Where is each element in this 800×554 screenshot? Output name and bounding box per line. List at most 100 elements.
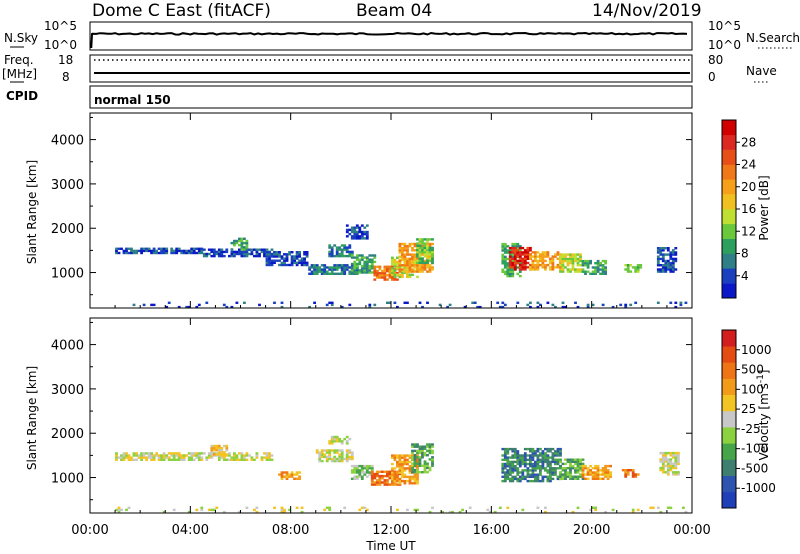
power-cell <box>240 254 244 258</box>
power-cell <box>290 261 294 264</box>
power-cell <box>576 257 580 261</box>
power-cell <box>348 272 352 275</box>
velocity-cell <box>167 458 171 461</box>
velocity-cell <box>534 454 537 457</box>
velocity-cell <box>228 454 231 457</box>
nave-label: Nave <box>746 64 777 78</box>
power-cell <box>671 259 675 263</box>
velocity-cell <box>335 435 339 439</box>
power-cell <box>556 266 560 269</box>
power-cell <box>401 255 404 258</box>
power-cell <box>398 259 402 263</box>
power-cell <box>661 259 665 263</box>
power-cell <box>579 268 582 271</box>
power-cell <box>428 246 432 250</box>
velocity-cell <box>383 479 387 482</box>
velocity-cell <box>205 458 209 461</box>
power-cell <box>656 268 660 271</box>
power-cell <box>343 270 347 273</box>
velocity-cell <box>556 462 560 466</box>
power-cell <box>340 264 344 267</box>
power-cell <box>315 270 319 273</box>
power-cell <box>273 253 276 256</box>
velocity-cell <box>288 473 291 476</box>
power-colorbar-tick-label: 24 <box>741 158 756 172</box>
power-cell <box>408 268 412 271</box>
power-cell <box>576 253 580 256</box>
velocity-cell <box>413 445 417 448</box>
power-cell <box>541 261 545 265</box>
velocity-cell <box>248 454 251 457</box>
power-cell <box>471 301 475 304</box>
power-cell <box>508 266 512 269</box>
velocity-cell <box>210 444 214 448</box>
power-cell <box>355 235 359 238</box>
velocity-cell <box>416 465 419 468</box>
power-cell <box>230 241 234 245</box>
power-cell <box>506 272 510 276</box>
velocity-cell <box>669 506 673 509</box>
power-cell <box>353 272 357 275</box>
power-cell <box>300 261 304 264</box>
velocity-cell <box>428 443 432 446</box>
velocity-cell <box>523 454 527 457</box>
velocity-cell <box>541 456 545 459</box>
velocity-cell <box>506 473 510 476</box>
velocity-cell <box>551 454 555 457</box>
power-cell <box>222 250 226 254</box>
power-cell <box>355 268 359 271</box>
velocity-cell <box>222 451 226 454</box>
power-cell <box>308 272 311 275</box>
power-cell <box>423 244 427 247</box>
power-cell <box>518 263 522 267</box>
velocity-cell <box>370 479 374 482</box>
power-cell <box>280 257 284 260</box>
power-cell <box>508 249 512 252</box>
velocity-cell <box>185 454 189 457</box>
power-cell <box>531 251 535 254</box>
velocity-cell <box>674 458 678 461</box>
power-cell <box>348 244 352 247</box>
power-cell <box>508 274 512 278</box>
velocity-cell <box>581 467 585 470</box>
velocity-cell <box>574 462 577 466</box>
power-cell <box>554 255 557 258</box>
power-cell <box>340 268 344 271</box>
power-cell <box>370 264 374 268</box>
power-cell <box>243 301 246 304</box>
velocity-cell <box>541 460 545 464</box>
velocity-ylabel: Slant Range [km] <box>25 366 39 470</box>
velocity-colorbar-tick-label: -25 <box>741 422 761 436</box>
power-cell <box>175 247 179 250</box>
power-cell <box>664 268 668 271</box>
power-cell <box>431 242 434 246</box>
velocity-cell <box>526 479 530 483</box>
velocity-cell <box>401 465 404 468</box>
power-cell <box>411 273 414 276</box>
velocity-cell <box>561 469 565 472</box>
power-cell <box>313 272 316 275</box>
power-cell <box>355 256 359 259</box>
power-cell <box>556 251 560 254</box>
velocity-cell <box>609 471 612 474</box>
power-cell <box>365 260 369 264</box>
power-cell <box>258 252 261 256</box>
velocity-cell <box>589 464 592 468</box>
power-cell <box>418 270 422 273</box>
power-cell <box>669 251 673 254</box>
velocity-cell <box>368 464 372 468</box>
power-cell <box>160 251 163 255</box>
velocity-cell <box>150 452 153 455</box>
power-cell <box>666 266 670 269</box>
power-cell <box>536 268 540 271</box>
power-cell <box>659 251 663 254</box>
velocity-cell <box>132 454 136 457</box>
power-cell <box>536 305 540 309</box>
power-cell <box>313 268 316 271</box>
power-cell <box>376 276 379 279</box>
velocity-cell <box>541 467 545 470</box>
power-cell <box>348 270 352 273</box>
velocity-cell <box>559 477 562 480</box>
velocity-cell <box>421 456 424 459</box>
